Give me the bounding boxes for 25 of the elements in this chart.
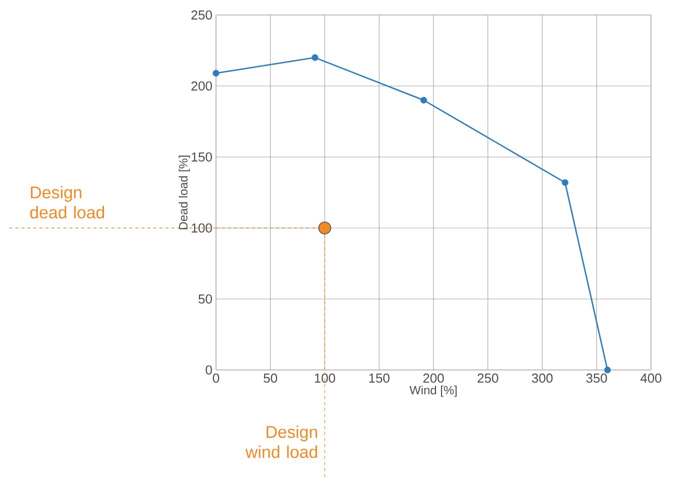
point — [312, 54, 318, 61]
x-tick-label: 400 — [640, 374, 662, 383]
y-tick-label: 150 — [192, 152, 212, 162]
point — [562, 179, 568, 186]
point — [212, 70, 220, 77]
x-tick-label: 250 — [478, 374, 498, 383]
x-tick-label: 200 — [423, 374, 444, 383]
x-tick-label: 350 — [586, 374, 607, 383]
ref-line-label: Design wind load — [245, 426, 318, 458]
y-tick-label: 100 — [192, 223, 212, 233]
y-tick-label: 200 — [191, 81, 212, 91]
y-tick-label: 0 — [206, 365, 212, 375]
point — [604, 366, 611, 374]
y-tick-label: 50 — [198, 294, 212, 304]
ref-line-label: Design dead load — [30, 186, 104, 218]
x-tick-label: 150 — [369, 374, 390, 383]
y-tick-label: 250 — [191, 10, 212, 20]
x-tick-label: 50 — [264, 374, 278, 383]
x-tick-label: 100 — [314, 374, 336, 383]
x-tick-label: 0 — [212, 374, 220, 383]
x-axis-title: Wind [%] — [410, 386, 457, 397]
point — [318, 222, 332, 234]
point — [420, 96, 428, 104]
x-tick-label: 300 — [532, 374, 553, 383]
y-axis-title: Dead load [%] — [178, 156, 190, 230]
